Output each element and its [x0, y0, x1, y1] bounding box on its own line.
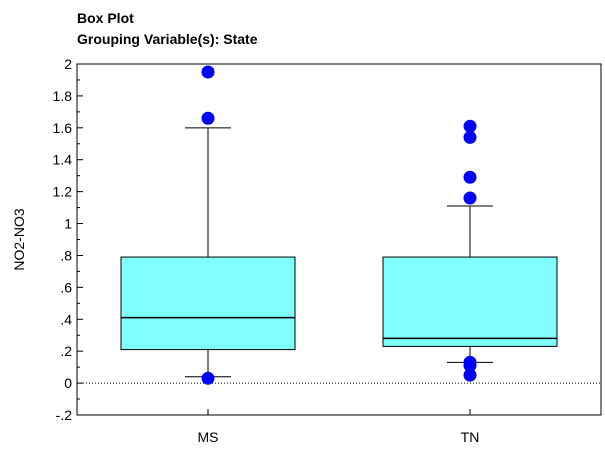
outlier-point — [463, 191, 477, 205]
outlier-point — [463, 368, 477, 382]
chart-title-block: Box Plot Grouping Variable(s): State — [77, 8, 257, 50]
y-tick-label: 1.2 — [53, 184, 73, 200]
chart-subtitle: Grouping Variable(s): State — [77, 31, 258, 47]
x-axis: MS TN — [198, 409, 480, 445]
y-tick-label: 0 — [64, 375, 72, 391]
plot-area-frame — [76, 63, 602, 416]
box-ms — [120, 65, 296, 385]
y-tick-label: .2 — [60, 343, 72, 359]
y-tick-label: 2 — [64, 56, 72, 72]
box-series — [120, 65, 558, 385]
y-tick-label: 1 — [64, 216, 72, 232]
y-tick-label: 1.6 — [53, 120, 73, 136]
y-tick-label: .6 — [60, 279, 72, 295]
y-tick-label: -.2 — [56, 407, 73, 423]
y-tick-label: .8 — [60, 247, 72, 263]
y-axis-title: NO2-NO3 — [11, 208, 27, 270]
y-axis: 21.81.61.41.21.8.6.4.20-.2 — [53, 56, 83, 423]
chart-title: Box Plot — [77, 10, 134, 26]
outlier-point — [201, 111, 215, 125]
y-tick-label: 1.4 — [53, 152, 73, 168]
interquartile-box — [120, 256, 296, 351]
outlier-point — [463, 170, 477, 184]
x-tick-label: TN — [461, 429, 480, 445]
y-tick-label: .4 — [60, 311, 72, 327]
interquartile-box — [382, 256, 558, 347]
box-tn — [382, 119, 558, 382]
outlier-point — [463, 130, 477, 144]
outlier-point — [463, 119, 477, 133]
outlier-point — [201, 65, 215, 79]
outlier-point — [201, 371, 215, 385]
outlier-point — [463, 359, 477, 373]
y-tick-label: 1.8 — [53, 88, 73, 104]
x-tick-label: MS — [198, 429, 219, 445]
